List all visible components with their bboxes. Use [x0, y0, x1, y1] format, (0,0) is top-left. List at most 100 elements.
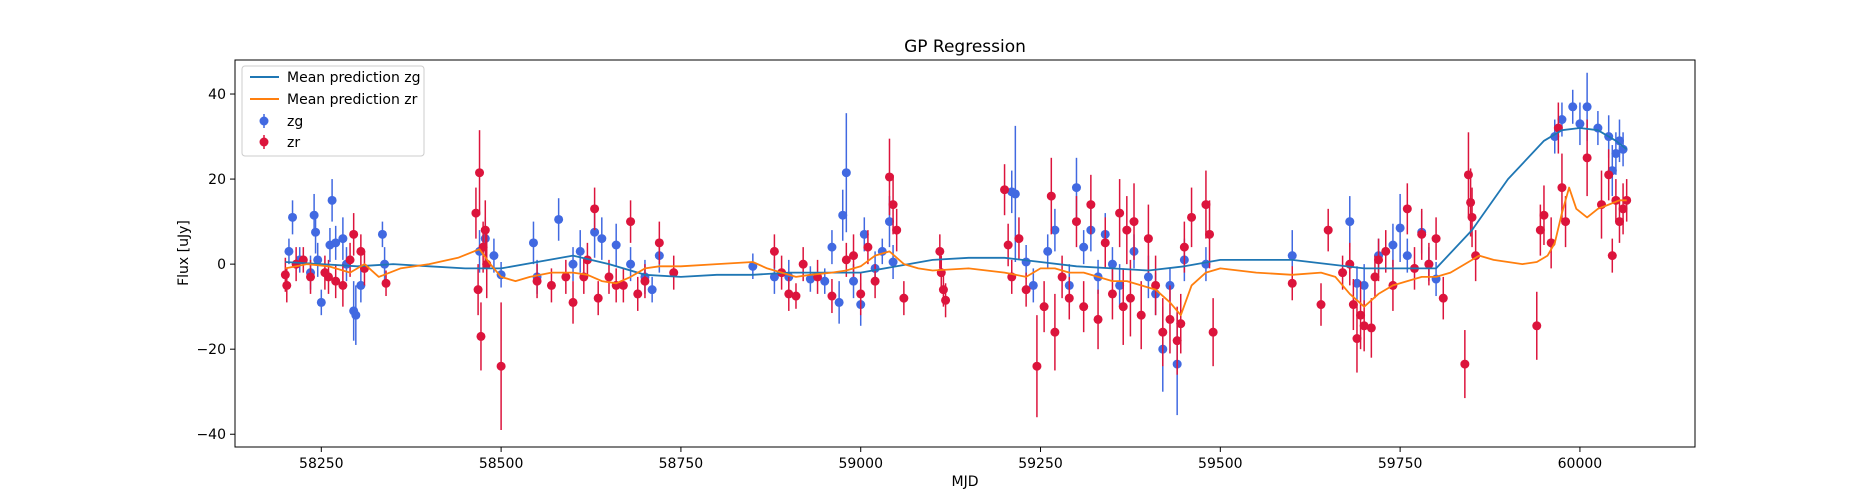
data-point-zg	[1618, 144, 1628, 154]
data-point-zg	[377, 229, 387, 239]
data-point-zr	[473, 285, 483, 295]
data-point-zg	[838, 210, 848, 220]
data-point-zr	[1143, 234, 1153, 244]
data-point-zr	[935, 246, 945, 256]
data-point-zr	[1064, 293, 1074, 303]
data-point-zg	[1582, 102, 1592, 112]
data-point-zr	[1046, 191, 1056, 201]
data-point-zr	[899, 293, 909, 303]
data-point-zr	[827, 291, 837, 301]
data-point-zg	[311, 227, 321, 237]
data-point-zr	[1381, 246, 1391, 256]
data-point-zr	[841, 255, 851, 265]
data-point-zg	[284, 246, 294, 256]
data-point-zr	[471, 208, 481, 218]
data-point-zr	[856, 289, 866, 299]
data-point-zr	[1205, 229, 1215, 239]
data-point-zg	[288, 212, 298, 222]
data-point-zr	[888, 200, 898, 210]
x-tick-label: 58250	[299, 456, 344, 472]
series-layer	[280, 72, 1632, 430]
data-point-zr	[561, 272, 571, 282]
data-point-zg	[849, 276, 859, 286]
data-point-zr	[568, 297, 578, 307]
data-point-zr	[475, 168, 485, 178]
data-point-zg	[1568, 102, 1578, 112]
data-point-zr	[1539, 210, 1549, 220]
data-point-zg	[316, 297, 326, 307]
legend: Mean prediction zg Mean prediction zr zg…	[241, 65, 425, 157]
data-point-zr	[1467, 212, 1477, 222]
y-tick-label: 20	[208, 172, 226, 188]
data-point-zr	[1122, 225, 1132, 235]
data-point-zr	[1100, 238, 1110, 248]
data-point-zr	[1071, 217, 1081, 227]
data-point-zg	[327, 195, 337, 205]
data-point-zg	[1071, 183, 1081, 193]
data-point-zg	[1614, 136, 1624, 146]
data-point-zr	[1460, 359, 1470, 369]
data-point-zr	[870, 276, 880, 286]
data-point-zg	[827, 242, 837, 252]
data-point-zg	[611, 240, 621, 250]
data-point-zr	[1079, 302, 1089, 312]
data-point-zr	[323, 272, 333, 282]
data-point-zr	[1107, 289, 1117, 299]
axes-layer: 58250 58500 58750 59000 59250 59500 59750 60000…	[196, 87, 1602, 472]
data-point-zg	[489, 251, 499, 261]
data-point-zr	[1165, 314, 1175, 324]
data-point-zr	[1086, 200, 1096, 210]
x-tick-label: 58500	[479, 456, 524, 472]
data-point-zr	[863, 242, 873, 252]
data-point-zr	[306, 272, 316, 282]
data-point-zr	[1003, 240, 1013, 250]
data-point-zr	[1352, 334, 1362, 344]
legend-label-zg: zg	[287, 114, 303, 130]
y-tick-label: −20	[196, 342, 226, 358]
data-point-zr	[381, 278, 391, 288]
data-point-zr	[941, 295, 951, 305]
line-mean-prediction-zr	[285, 186, 1627, 317]
data-point-zg	[1611, 149, 1621, 159]
line-mean-prediction-zg	[285, 127, 1628, 278]
legend-label-zr-line: Mean prediction zr	[287, 92, 418, 108]
data-point-zr	[1201, 200, 1211, 210]
data-point-zr	[1208, 327, 1218, 337]
data-point-zg	[568, 259, 578, 269]
data-point-zr	[1471, 251, 1481, 261]
data-point-zr	[884, 172, 894, 182]
data-point-zg	[1550, 132, 1560, 142]
data-point-zg	[1345, 217, 1355, 227]
data-point-zr	[1115, 208, 1125, 218]
data-point-zr	[1136, 310, 1146, 320]
data-point-zg	[1557, 115, 1567, 125]
data-point-zg	[884, 217, 894, 227]
data-point-zr	[1438, 293, 1448, 303]
data-point-zr	[618, 280, 628, 290]
data-point-zr	[1039, 302, 1049, 312]
data-point-zr	[590, 204, 600, 214]
data-point-zr	[849, 251, 859, 261]
data-point-zr	[1323, 225, 1333, 235]
data-point-zg	[356, 280, 366, 290]
x-tick-label: 58750	[659, 456, 704, 472]
data-point-zr	[640, 276, 650, 286]
data-point-zg	[1388, 240, 1398, 250]
data-point-zr	[1618, 204, 1628, 214]
y-axis-label: Flux [uJy]	[176, 220, 192, 286]
x-tick-label: 59250	[1018, 456, 1063, 472]
data-point-zr	[1338, 268, 1348, 278]
data-point-zr	[1316, 300, 1326, 310]
data-point-zg	[1359, 280, 1369, 290]
data-point-zg	[820, 276, 830, 286]
data-point-zg	[1402, 251, 1412, 261]
legend-box	[241, 65, 425, 157]
y-tick-label: 40	[208, 87, 226, 103]
data-point-zr	[476, 331, 486, 341]
data-point-zr	[892, 225, 902, 235]
data-point-zg	[1021, 257, 1031, 267]
data-point-zg	[1107, 259, 1117, 269]
data-point-zr	[938, 285, 948, 295]
